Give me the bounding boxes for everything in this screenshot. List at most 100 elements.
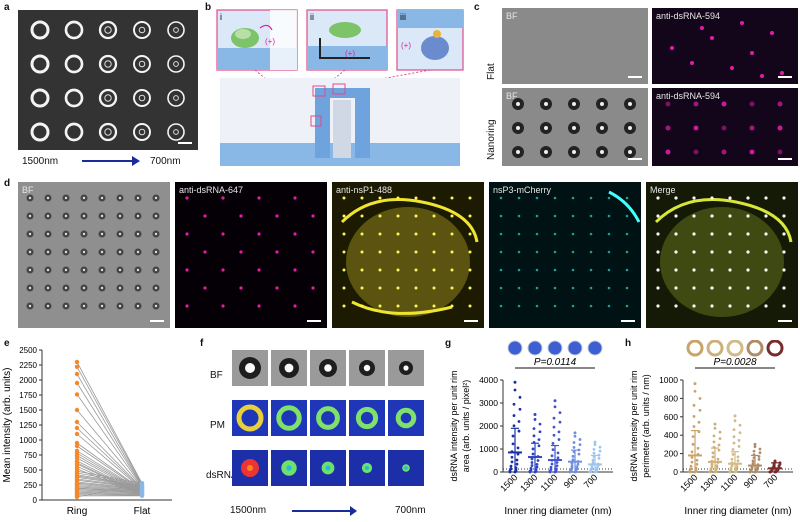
- panel-g-label: g: [445, 338, 452, 349]
- yellow-puncta: [414, 214, 418, 218]
- cyan-puncta: [589, 286, 593, 290]
- nanoring: [30, 122, 50, 142]
- yellow-puncta: [468, 268, 472, 272]
- yellow-puncta: [432, 214, 436, 218]
- cyan-puncta: [535, 268, 539, 272]
- data-point: [528, 469, 532, 473]
- white-puncta: [674, 286, 678, 290]
- x-tick-label: Flat: [134, 506, 151, 517]
- data-point: [738, 431, 742, 435]
- f-row-pm: PM: [210, 420, 225, 431]
- white-puncta: [692, 196, 696, 200]
- magenta-puncta: [239, 214, 243, 218]
- white-puncta: [728, 214, 732, 218]
- magenta-puncta: [221, 232, 225, 236]
- c-flat-bf-title: BF: [506, 11, 518, 21]
- pair-line: [76, 433, 143, 490]
- panel-a-right-label: 700nm: [150, 156, 181, 167]
- bf-ring-center: [572, 150, 576, 154]
- data-point: [758, 451, 762, 455]
- data-point: [718, 437, 722, 440]
- bf-ring-center: [118, 304, 122, 308]
- bf-ring-center: [46, 232, 50, 236]
- bf-ring-center: [100, 250, 104, 254]
- pair-line: [76, 421, 143, 489]
- data-point: [598, 449, 602, 453]
- f-bf-center: [324, 364, 332, 372]
- data-point: [717, 443, 721, 447]
- x-tick-label: 1300: [518, 472, 539, 493]
- cyan-puncta: [553, 286, 557, 290]
- ring-point: [74, 407, 80, 413]
- bf-ring-center: [154, 196, 158, 200]
- white-puncta: [710, 286, 714, 290]
- inset-i-plus: (+): [265, 37, 275, 46]
- ring-point: [74, 380, 80, 386]
- cyan-puncta: [553, 250, 557, 254]
- bf-ring-center: [28, 268, 32, 272]
- cyan-puncta: [571, 196, 575, 200]
- white-puncta: [746, 268, 750, 272]
- data-point-max: [573, 431, 577, 435]
- magenta-puncta: [311, 250, 315, 254]
- bf-ring-center: [628, 102, 632, 106]
- d-merge-title: Merge: [650, 185, 676, 195]
- data-point-max: [693, 382, 697, 386]
- white-puncta: [692, 304, 696, 308]
- cyan-puncta: [625, 268, 629, 272]
- cyan-puncta: [607, 250, 611, 254]
- data-point: [696, 446, 700, 450]
- d-dsrna-image: anti-dsRNA-647: [175, 182, 327, 328]
- cyan-puncta: [553, 214, 557, 218]
- yellow-puncta: [396, 196, 400, 200]
- cyan-puncta: [517, 250, 521, 254]
- data-point-max: [713, 422, 717, 426]
- pair-line: [76, 482, 143, 490]
- pair-line: [76, 409, 143, 488]
- filament: [654, 198, 793, 243]
- inset-iii-label: iii: [400, 12, 406, 22]
- white-puncta: [674, 304, 678, 308]
- pair-line: [76, 445, 143, 491]
- data-point: [577, 452, 581, 456]
- magenta-puncta: [749, 125, 755, 131]
- bf-ring-center: [118, 196, 122, 200]
- white-puncta: [782, 232, 786, 236]
- data-point: [691, 435, 695, 438]
- bf-ring-center: [136, 268, 140, 272]
- bf-ring-center: [82, 304, 86, 308]
- data-point: [728, 469, 732, 473]
- bf-ring-center: [136, 286, 140, 290]
- panel-a-label: a: [4, 2, 10, 13]
- nanoring: [133, 55, 151, 73]
- bf-ring-center: [572, 126, 576, 130]
- y-tick-label: 1000: [659, 375, 678, 385]
- y-axis-label: dsRNA intensity per unit rim: [449, 370, 459, 481]
- yellow-puncta: [342, 286, 346, 290]
- pair-line: [76, 373, 143, 486]
- pair-line: [76, 442, 143, 491]
- magenta-puncta: [760, 74, 764, 78]
- cyan-puncta: [535, 196, 539, 200]
- y-tick-label: 600: [664, 412, 678, 422]
- magenta-puncta: [257, 304, 261, 308]
- white-puncta: [692, 250, 696, 254]
- data-point: [530, 464, 534, 467]
- data-point: [736, 459, 740, 463]
- cyan-puncta: [499, 268, 503, 272]
- magenta-puncta: [185, 196, 189, 200]
- magenta-puncta: [221, 268, 225, 272]
- x-tick-label: 1300: [698, 472, 719, 493]
- yellow-puncta: [468, 232, 472, 236]
- white-puncta: [782, 304, 786, 308]
- data-point: [535, 465, 539, 469]
- data-point: [711, 455, 715, 459]
- y-tick-label: 1750: [19, 391, 37, 400]
- magenta-puncta: [710, 36, 714, 40]
- data-point: [573, 434, 577, 438]
- white-puncta: [710, 214, 714, 218]
- bf-ring-center: [516, 126, 520, 130]
- pair-line: [76, 493, 143, 495]
- data-point: [753, 445, 757, 449]
- f-pm-ring: [316, 406, 340, 430]
